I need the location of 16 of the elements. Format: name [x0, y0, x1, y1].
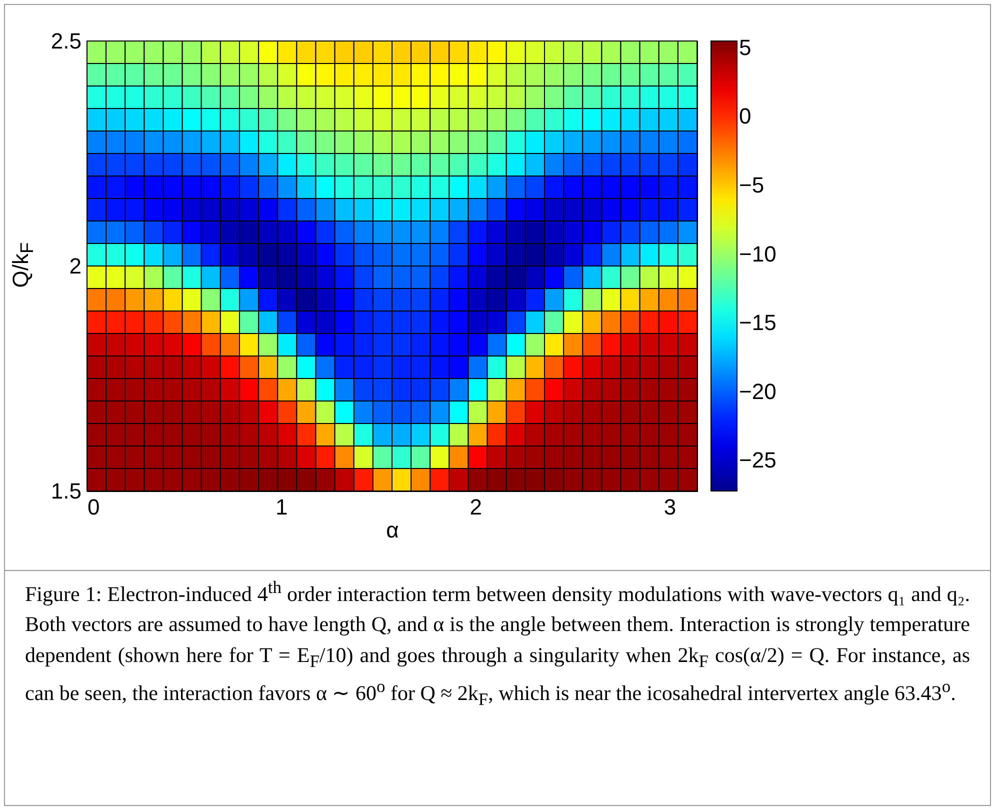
y-tick-label: 2.5 [50, 28, 82, 54]
color-bar-label: −20 [739, 378, 776, 404]
x-tick-label: 2 [470, 494, 482, 520]
color-bar-label: −15 [739, 310, 776, 336]
x-tick-label: 3 [664, 494, 676, 520]
color-bar-label: 0 [739, 104, 752, 129]
color-bar-label: 5 [739, 34, 752, 60]
color-bar-label: −10 [739, 241, 776, 266]
text: Figure 1: Electron-induced 4$^{th}$ order interaction term between density modulations with wave-vectors q₁ and q₂. Both vectors are assumed to have length Q, and α is the angle between them. Interaction is strongly temperature dependent (shown here for T = E$_{F}$/10) and goes through a singularity when 2k$_{F}$ cos(α/2) = Q. For instance, as can be seen, the interaction favors α ∼ 60$^{o}$ for Q ≈ 2k$_{F}$, which is near the icosahedral intervertex angle 63.43$^{o}$. [25, 577, 970, 710]
x-tick-label: 0 [88, 494, 100, 520]
color-bar-label: −25 [739, 448, 776, 473]
y-tick-label: 1.5 [50, 478, 82, 504]
y-tick-label: 2 [69, 254, 82, 278]
color-bar-label: −5 [739, 172, 764, 198]
x-axis-title: α [386, 518, 400, 542]
x-tick-label: 1 [276, 494, 288, 520]
